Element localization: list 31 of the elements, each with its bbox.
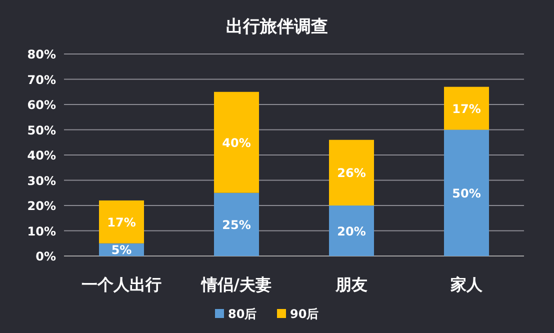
data-label: 17% [107, 215, 136, 230]
bar [444, 86, 489, 130]
bar [214, 192, 259, 256]
bar [329, 140, 374, 206]
y-tick-label: 0% [36, 250, 56, 264]
data-label: 5% [111, 243, 132, 258]
bar [444, 130, 489, 256]
y-tick-label: 70% [27, 72, 56, 87]
data-label: 26% [337, 166, 366, 180]
y-tick-label: 60% [27, 98, 56, 112]
y-tick-label: 80% [27, 48, 56, 62]
legend-label: 90后 [290, 307, 319, 321]
data-label: 20% [337, 224, 366, 238]
data-label: 17% [452, 102, 481, 116]
data-label: 40% [222, 136, 251, 150]
x-tick-label: 一个人出行 [82, 275, 162, 294]
bar [214, 92, 259, 193]
y-tick-label: 10% [27, 224, 56, 238]
x-tick-label: 家人 [450, 275, 484, 294]
data-label: 50% [452, 186, 481, 200]
y-tick-label: 20% [27, 199, 56, 213]
bar [329, 206, 374, 256]
y-tick-label: 40% [27, 148, 56, 162]
data-label: 25% [222, 218, 251, 232]
y-tick-label: 50% [27, 123, 56, 138]
y-tick-label: 30% [27, 174, 56, 188]
bar [99, 200, 144, 244]
x-tick-label: 朋友 [334, 275, 368, 294]
legend-label: 80后 [228, 307, 257, 321]
chart-title: 出行旅伴调查 [226, 17, 328, 37]
x-tick-label: 情侣/夫妻 [200, 275, 272, 294]
